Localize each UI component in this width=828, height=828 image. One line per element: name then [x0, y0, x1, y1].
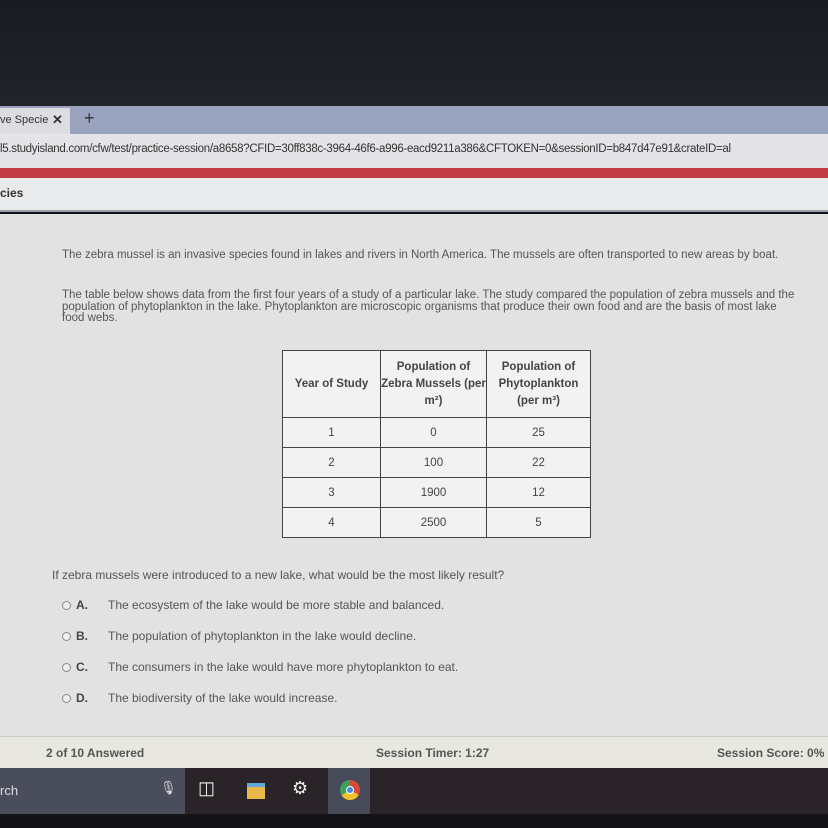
- option-text: The consumers in the lake would have mor…: [108, 660, 459, 674]
- tab-bar: ve Specie ✕ +: [0, 106, 828, 134]
- session-timer: Session Timer: 1:27: [376, 746, 490, 760]
- passage-paragraph-2: The table below shows data from the firs…: [62, 289, 795, 324]
- option-letter: C.: [76, 660, 88, 674]
- radio-button[interactable]: [62, 600, 71, 610]
- radio-button[interactable]: [62, 662, 71, 672]
- close-tab-icon[interactable]: ✕: [52, 112, 63, 127]
- option-b[interactable]: B. The population of phytoplankton in the…: [62, 629, 416, 643]
- option-letter: A.: [76, 598, 88, 612]
- browser-tab[interactable]: ve Specie ✕: [0, 108, 70, 134]
- tab-title: ve Specie: [0, 114, 49, 126]
- question-text: If zebra mussels were introduced to a ne…: [52, 568, 505, 582]
- status-bar: 2 of 10 Answered Session Timer: 1:27 Ses…: [0, 736, 828, 768]
- screen-bezel: [0, 0, 828, 106]
- option-text: The biodiversity of the lake would incre…: [108, 691, 338, 705]
- data-table: Year of Study Population of Zebra Mussel…: [282, 350, 591, 538]
- option-a[interactable]: A. The ecosystem of the lake would be mor…: [62, 598, 444, 612]
- header-year: Year of Study: [282, 350, 381, 418]
- header-mussels: Population of Zebra Mussels (per m²): [380, 350, 487, 418]
- option-d[interactable]: D. The biodiversity of the lake would inc…: [62, 691, 337, 705]
- address-bar[interactable]: l5.studyisland.com/cfw/test/practice-ses…: [0, 134, 828, 168]
- page-title: cies: [0, 178, 828, 212]
- chrome-icon-button[interactable]: [328, 768, 370, 814]
- table-row: 1 0 25: [282, 417, 591, 448]
- table-row: 3 1900 12: [282, 477, 591, 508]
- cell: 5: [486, 507, 591, 538]
- cell: 3: [282, 477, 381, 508]
- passage-paragraph-1: The zebra mussel is an invasive species …: [62, 249, 779, 261]
- cell: 4: [282, 507, 381, 538]
- table-row: 4 2500 5: [282, 507, 591, 538]
- cell: 2: [282, 447, 381, 478]
- option-letter: D.: [76, 691, 88, 705]
- microphone-icon[interactable]: 🎙: [160, 780, 177, 795]
- option-c[interactable]: C. The consumers in the lake would have m…: [62, 660, 458, 674]
- radio-button[interactable]: [62, 693, 71, 703]
- cell: 1900: [380, 477, 487, 508]
- radio-button[interactable]: [62, 631, 71, 641]
- cell: 1: [282, 417, 381, 448]
- taskbar: rch 🎙 ◫ ⚙: [0, 768, 828, 814]
- new-tab-button[interactable]: +: [84, 108, 95, 128]
- chrome-icon: [340, 780, 360, 800]
- search-text: rch: [0, 783, 19, 798]
- option-letter: B.: [76, 629, 88, 643]
- cell: 22: [486, 447, 591, 478]
- option-text: The population of phytoplankton in the l…: [108, 629, 417, 643]
- header-phytoplankton: Population of Phytoplankton (per m³): [486, 350, 591, 418]
- table-row: 2 100 22: [282, 447, 591, 478]
- cell: 12: [486, 477, 591, 508]
- file-explorer-icon[interactable]: [247, 783, 265, 799]
- question-panel: The zebra mussel is an invasive species …: [0, 214, 828, 736]
- cell: 25: [486, 417, 591, 448]
- taskbar-search[interactable]: rch 🎙: [0, 768, 185, 814]
- settings-icon[interactable]: ⚙: [292, 778, 309, 798]
- task-view-icon[interactable]: ◫: [198, 778, 216, 798]
- brand-stripe: [0, 168, 828, 178]
- cell: 100: [380, 447, 487, 478]
- session-score: Session Score: 0%: [717, 746, 825, 760]
- cell: 2500: [380, 507, 487, 538]
- option-text: The ecosystem of the lake would be more …: [108, 598, 445, 612]
- cell: 0: [380, 417, 487, 448]
- answered-count: 2 of 10 Answered: [46, 746, 145, 760]
